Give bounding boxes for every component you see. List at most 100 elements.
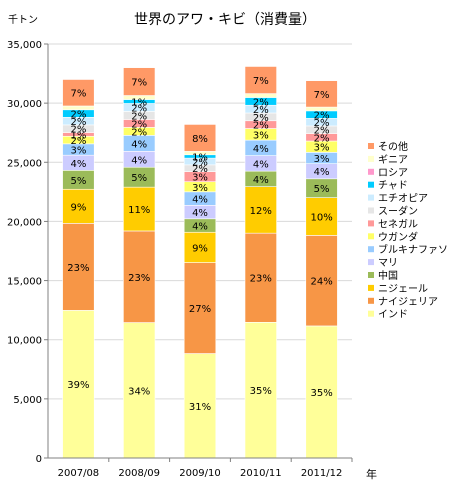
legend-label: ウガンダ xyxy=(378,230,418,243)
bar-segment-label: 9% xyxy=(70,202,86,213)
bar-segment-label: 2% xyxy=(70,110,86,121)
bar-segment-label: 1% xyxy=(70,130,86,141)
bar-segment-label: 5% xyxy=(70,176,86,187)
bar-segment xyxy=(62,79,95,107)
legend-label: ナイジェリア xyxy=(378,296,438,308)
x-tick-label: 2010/11 xyxy=(240,468,282,479)
bar-segment-label: 5% xyxy=(314,184,330,195)
bar-segment-label: 4% xyxy=(131,155,147,166)
bar-segment-label: 35% xyxy=(250,386,272,397)
legend-label: 中国 xyxy=(378,269,398,282)
bar-segment-label: 31% xyxy=(189,402,211,413)
bar-segment-label: 7% xyxy=(253,76,269,87)
bar-segment-label: 4% xyxy=(192,222,208,233)
bar-segment xyxy=(123,230,156,323)
y-tick-label: 25,000 xyxy=(7,158,42,169)
y-tick-label: 5,000 xyxy=(13,395,42,406)
legend-swatch xyxy=(368,284,374,291)
bar-segment-label: 2% xyxy=(70,136,86,147)
bar-segment-label: 2% xyxy=(70,125,86,136)
bar-segment-label: 4% xyxy=(253,175,269,186)
bar-segment-label: 23% xyxy=(250,274,272,285)
bar-segment-label: 3% xyxy=(253,130,269,141)
bar-segment-label: 24% xyxy=(310,277,332,288)
y-tick-label: 15,000 xyxy=(7,277,42,288)
bar-segment-label: 2% xyxy=(314,126,330,137)
bar-segment-label: 4% xyxy=(314,167,330,178)
bar-segment xyxy=(183,231,217,263)
bar-segment xyxy=(244,232,277,323)
bar-segment-label: 3% xyxy=(192,173,208,184)
bar-segment-label: 23% xyxy=(128,273,150,284)
bar-segment-label: 2% xyxy=(253,105,269,116)
bar-segment-label: 3% xyxy=(314,154,330,165)
bar-segment-label: 7% xyxy=(314,90,330,101)
legend-swatch xyxy=(368,168,374,175)
legend-label: セネガル xyxy=(378,218,418,230)
legend-swatch xyxy=(368,259,374,266)
legend-swatch xyxy=(368,220,374,227)
x-tick-label: 2009/10 xyxy=(179,468,221,479)
bar-segment xyxy=(244,322,277,459)
bar-segment-label: 2% xyxy=(253,121,269,132)
legend-swatch xyxy=(368,297,374,304)
bar-segment-label: 2% xyxy=(314,118,330,129)
legend-swatch xyxy=(368,181,374,188)
x-tick-label: 2011/12 xyxy=(301,468,343,479)
bar-segment-label: 8% xyxy=(192,134,208,145)
bar-segment-label: 4% xyxy=(253,144,269,155)
legend-swatch xyxy=(368,194,374,201)
bars xyxy=(62,66,338,459)
bar-segment-label: 39% xyxy=(67,380,89,391)
bar-segment-label: 4% xyxy=(131,139,147,150)
bar-segment-label: 2% xyxy=(70,117,86,128)
legend-swatch xyxy=(368,233,374,240)
legend-label: ロシア xyxy=(378,168,408,179)
bar-segment-label: 3% xyxy=(70,146,86,157)
bar-segment-label: 2% xyxy=(192,157,208,168)
legend-label: エチオピア xyxy=(378,193,428,205)
segment-labels: 39%23%9%5%4%3%2%1%2%2%2%7%34%23%11%5%4%4… xyxy=(67,76,332,413)
bar-segment xyxy=(123,186,156,232)
axes: 0 5,000 10,000 15,000 20,000 25,000 30,000 35,0… xyxy=(7,40,353,479)
bar-segment-label: 35% xyxy=(310,388,332,399)
bar-segment xyxy=(123,67,156,96)
y-axis-unit-label: 千トン xyxy=(8,14,38,26)
x-tick-label: 2008/09 xyxy=(118,468,160,479)
bar-segment-label: 2% xyxy=(192,164,208,175)
bar-segment-label: 7% xyxy=(131,78,147,89)
legend-label: チャド xyxy=(378,180,408,192)
legend: その他ギニアロシアチャドエチオピアスーダンセネガルウガンダブルキナファソマリ中国… xyxy=(368,140,448,321)
bar-segment xyxy=(305,80,338,108)
bar-segment-label: 2% xyxy=(131,119,147,130)
bar-segment-label: 4% xyxy=(192,195,208,206)
x-tick-label: 2007/08 xyxy=(58,468,100,479)
bar-segment xyxy=(305,325,338,459)
legend-label: スーダン xyxy=(378,205,418,218)
bar-segment-label: 2% xyxy=(253,113,269,124)
bar-segment-label: 5% xyxy=(131,173,147,184)
bar-segment xyxy=(305,235,338,327)
bar-segment-label: 4% xyxy=(253,159,269,170)
legend-swatch xyxy=(368,310,374,317)
legend-swatch xyxy=(368,246,374,253)
legend-swatch xyxy=(368,143,374,149)
bar-segment-label: 4% xyxy=(70,159,86,170)
legend-label: ニジェール xyxy=(378,284,428,295)
chart-title: 世界のアワ・キビ（消費量） xyxy=(134,12,316,28)
bar-segment-label: 3% xyxy=(192,183,208,194)
bar-segment xyxy=(244,186,277,234)
x-axis-unit-label: 年 xyxy=(366,467,377,481)
bar-segment-label: 2% xyxy=(314,111,330,122)
legend-label: ブルキナファソ xyxy=(378,243,448,256)
bar-segment xyxy=(183,124,217,152)
bar-segment xyxy=(183,262,217,354)
bar-segment-label: 34% xyxy=(128,386,150,397)
bar-segment-label: 23% xyxy=(67,263,89,274)
bar-segment-label: 1% xyxy=(192,152,208,163)
bar-segment-label: 27% xyxy=(189,304,211,315)
bar-segment-label: 7% xyxy=(70,89,86,100)
y-tick-label: 20,000 xyxy=(7,217,42,228)
bar-segment-label: 2% xyxy=(253,97,269,108)
